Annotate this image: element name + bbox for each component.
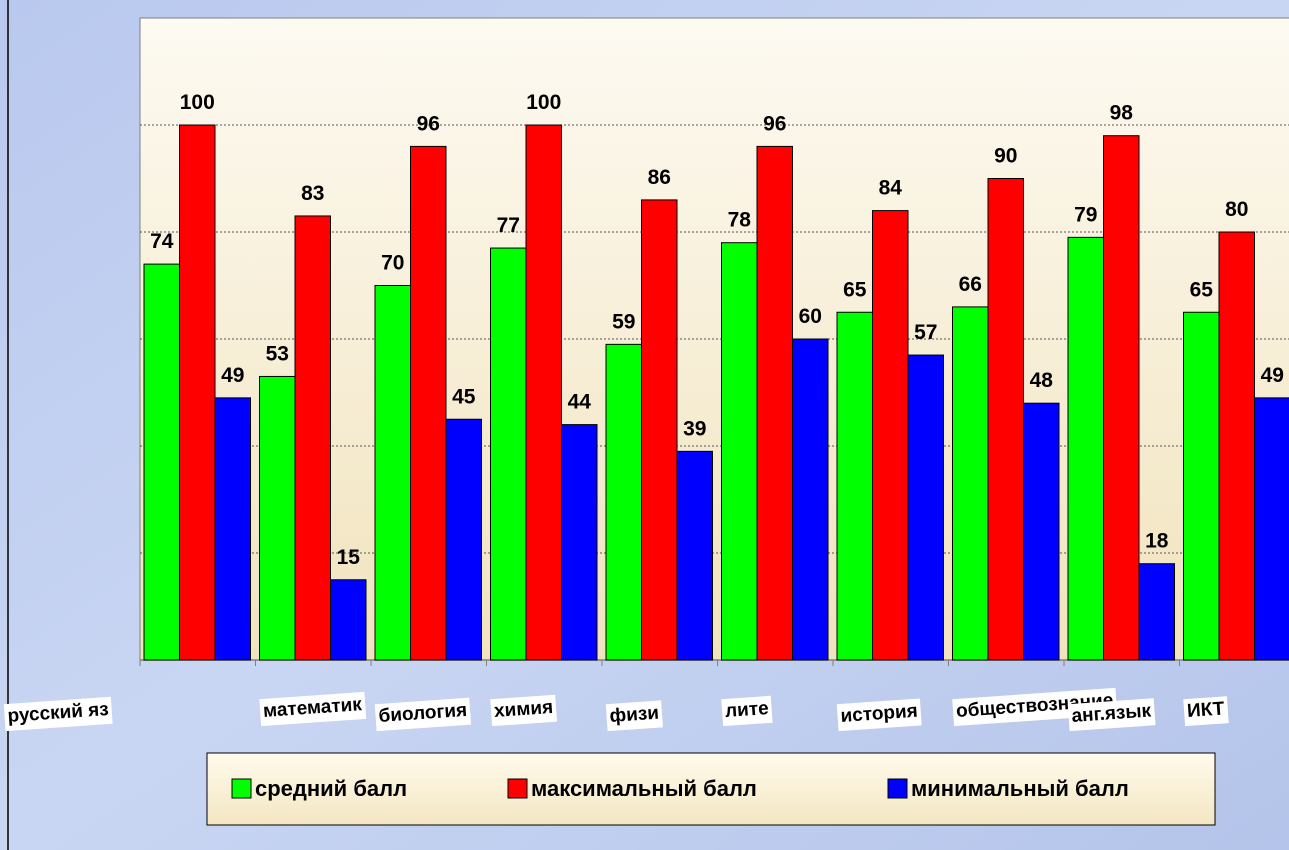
label-box: [721, 695, 773, 727]
bar: [872, 210, 909, 661]
data-label: 18: [1145, 530, 1169, 553]
data-label: 100: [526, 91, 561, 114]
legend-label: максимальный балл: [531, 776, 757, 801]
bar: [836, 311, 873, 661]
legend-swatch: [231, 778, 252, 799]
bar: [641, 199, 678, 661]
data-label: 48: [1030, 369, 1054, 392]
legend: [206, 752, 1216, 826]
bar: [490, 247, 527, 661]
bar: [330, 579, 367, 661]
data-label: 45: [452, 385, 476, 408]
label-box: [3, 696, 113, 732]
x-tick-label: химия: [493, 697, 553, 722]
bar: [792, 338, 829, 661]
bar: [1103, 135, 1140, 661]
data-label: 98: [1110, 102, 1134, 125]
data-label: 59: [612, 310, 635, 333]
bar: [1138, 563, 1175, 661]
legend-label: минимальный балл: [911, 776, 1129, 801]
label-box: [1067, 698, 1156, 732]
bar: [907, 354, 944, 661]
data-label: 100: [180, 91, 215, 114]
bar: [1067, 236, 1104, 661]
data-label: 78: [728, 209, 752, 232]
data-label: 49: [1261, 364, 1284, 387]
label-box: [490, 694, 558, 727]
bar: [525, 124, 562, 661]
bar: [410, 145, 447, 661]
bar: [1254, 397, 1289, 661]
data-label: 83: [301, 182, 324, 205]
label-box: [1183, 696, 1229, 727]
label-box: [605, 700, 663, 732]
data-label: 57: [914, 321, 937, 344]
bar: [374, 285, 411, 661]
bar: [179, 124, 216, 661]
data-label: 70: [381, 252, 404, 275]
data-label: 77: [497, 214, 520, 237]
bar: [987, 178, 1024, 661]
data-label: 90: [994, 145, 1017, 168]
bar: [1218, 231, 1255, 661]
bar: [721, 242, 758, 661]
data-label: 86: [648, 166, 671, 189]
bar: [756, 145, 793, 661]
x-tick-label: физи: [609, 703, 660, 727]
bar: [143, 263, 180, 661]
data-label: 66: [959, 273, 982, 296]
bar: [1023, 402, 1060, 661]
legend-label: средний балл: [255, 776, 407, 801]
data-label: 65: [843, 278, 867, 301]
bar: [952, 306, 989, 661]
bar: [676, 450, 713, 661]
data-label: 44: [568, 391, 592, 414]
data-label: 80: [1225, 198, 1248, 221]
data-label: 84: [879, 177, 903, 200]
label-box: [374, 697, 472, 732]
label-box: [259, 691, 367, 727]
x-tick-label: ИКТ: [1186, 698, 1225, 722]
legend-swatch: [887, 778, 908, 799]
bar: [259, 375, 296, 661]
data-label: 39: [683, 417, 706, 440]
bar: [445, 418, 482, 661]
bar: [294, 215, 331, 661]
data-label: 49: [221, 364, 244, 387]
data-label: 15: [337, 546, 361, 569]
data-label: 60: [799, 305, 822, 328]
bar: [561, 424, 598, 661]
bar: [1183, 311, 1220, 661]
bar: [214, 397, 251, 661]
legend-swatch: [507, 778, 528, 799]
data-label: 53: [266, 342, 289, 365]
data-label: 65: [1190, 278, 1214, 301]
data-label: 96: [417, 112, 440, 135]
data-label: 79: [1074, 203, 1097, 226]
label-box: [836, 698, 922, 732]
x-tick-label: лите: [724, 698, 769, 722]
data-label: 74: [150, 230, 174, 253]
bar: [605, 343, 642, 661]
data-label: 96: [763, 112, 786, 135]
